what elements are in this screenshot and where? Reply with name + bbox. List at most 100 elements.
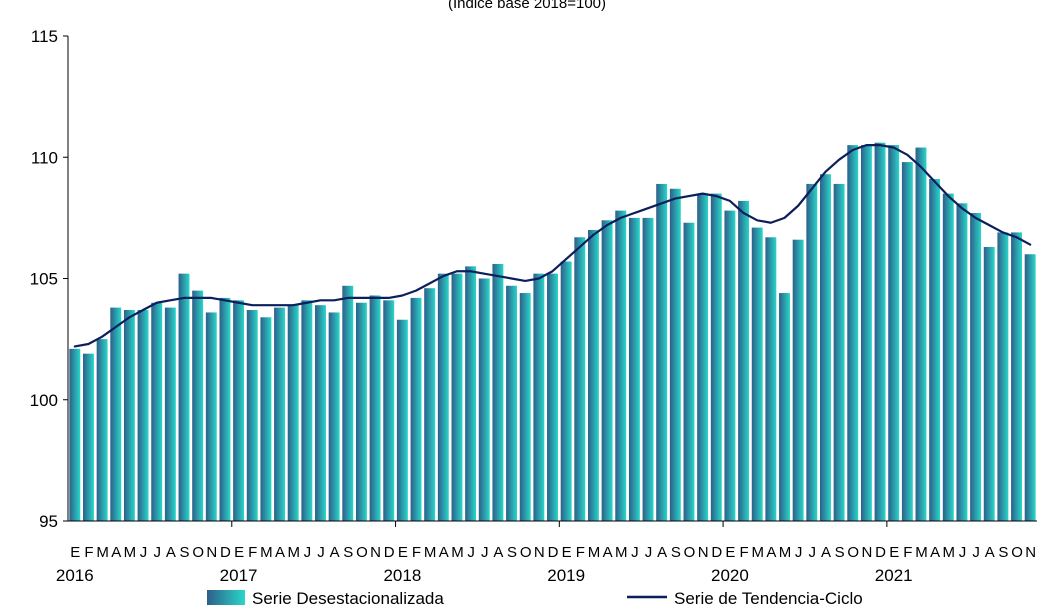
x-month-label: A	[603, 544, 613, 561]
x-month-label: E	[725, 544, 735, 561]
x-month-label: E	[398, 544, 408, 561]
bar	[929, 179, 941, 521]
bar	[396, 319, 408, 521]
bar	[383, 300, 395, 521]
bar	[274, 307, 285, 521]
x-month-label: J	[972, 544, 979, 561]
legend-label-line: Serie de Tendencia-Ciclo	[674, 589, 863, 608]
x-month-label: F	[412, 544, 421, 561]
bar	[587, 230, 599, 521]
bar	[669, 188, 681, 521]
x-month-label: O	[356, 544, 367, 561]
bar	[451, 273, 463, 521]
x-year-label: 2020	[711, 566, 749, 585]
x-month-label: J	[631, 544, 638, 561]
x-month-label: A	[657, 544, 667, 561]
bar	[301, 300, 313, 521]
x-month-label: J	[317, 544, 324, 561]
bar	[574, 237, 586, 521]
x-month-label: N	[534, 544, 544, 561]
x-month-label: M	[915, 544, 927, 561]
bar	[956, 203, 968, 521]
x-month-label: M	[124, 544, 136, 561]
bar	[615, 210, 627, 521]
bar	[492, 263, 504, 521]
legend-swatch-bars	[207, 590, 245, 605]
x-month-label: A	[821, 544, 831, 561]
bar	[533, 273, 545, 521]
bar	[260, 317, 272, 521]
x-month-label: O	[847, 544, 858, 561]
x-month-label: M	[451, 544, 463, 561]
y-tick-label: 100	[30, 391, 58, 410]
x-month-label: J	[795, 544, 802, 561]
x-month-label: A	[766, 544, 776, 561]
bar	[983, 246, 995, 522]
x-month-label: A	[330, 544, 340, 561]
bar	[192, 290, 204, 522]
bar	[765, 237, 777, 521]
bar	[997, 232, 1009, 522]
x-month-label: D	[548, 544, 559, 561]
x-month-label: D	[384, 544, 395, 561]
bar	[342, 285, 354, 521]
bar	[369, 295, 381, 521]
x-month-label: A	[439, 544, 449, 561]
bar	[560, 261, 572, 521]
legend: Serie Desestacionalizada Serie de Tenden…	[207, 589, 863, 608]
x-year-label: 2016	[56, 566, 94, 585]
x-year-label: 2019	[547, 566, 585, 585]
y-tick-label: 95	[39, 512, 58, 531]
x-month-label: F	[903, 544, 912, 561]
x-month-label: O	[192, 544, 203, 561]
bar	[437, 273, 449, 521]
x-month-label: S	[998, 544, 1008, 561]
bar	[328, 312, 340, 521]
bar	[424, 288, 436, 521]
x-month-label: J	[481, 544, 488, 561]
x-month-label: A	[111, 544, 121, 561]
bar	[519, 293, 531, 521]
bar	[860, 145, 872, 522]
x-month-label: N	[861, 544, 871, 561]
x-month-label: F	[248, 544, 257, 561]
x-month-label: E	[70, 544, 80, 561]
bar	[751, 227, 763, 521]
x-month-label: N	[1025, 544, 1035, 561]
x-month-label: J	[140, 544, 147, 561]
bar	[888, 145, 900, 522]
x-month-label: D	[220, 544, 231, 561]
bar	[806, 183, 818, 522]
x-month-label: A	[275, 544, 285, 561]
bar	[83, 353, 94, 521]
bar	[164, 307, 176, 521]
x-month-label: S	[835, 544, 845, 561]
x-month-label: J	[809, 544, 816, 561]
bar	[874, 142, 886, 521]
bar	[205, 312, 217, 521]
bar	[710, 193, 722, 522]
x-month-label: M	[424, 544, 436, 561]
bar	[506, 285, 518, 521]
bar	[69, 348, 81, 521]
bar	[792, 239, 804, 521]
bar	[1024, 254, 1036, 521]
bar	[642, 217, 654, 522]
chart-subtitle: (Índice base 2018=100)	[448, 0, 606, 12]
x-month-label: M	[943, 544, 955, 561]
bar	[779, 293, 790, 521]
bar	[820, 174, 831, 522]
x-month-label: O	[684, 544, 695, 561]
x-month-label: O	[520, 544, 531, 561]
bar	[601, 220, 613, 522]
bar	[410, 297, 422, 521]
x-month-label: S	[343, 544, 353, 561]
bar	[1011, 232, 1022, 522]
x-month-label: E	[234, 544, 244, 561]
x-month-label: A	[930, 544, 940, 561]
bar	[697, 193, 709, 522]
trend-line	[73, 144, 1032, 348]
bar	[738, 200, 750, 521]
